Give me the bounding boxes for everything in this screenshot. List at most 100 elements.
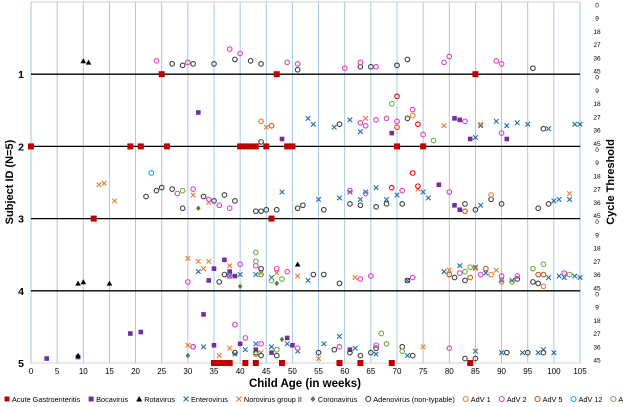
adv2-point	[185, 279, 191, 285]
ag-marker	[242, 360, 249, 366]
noro-point	[263, 124, 269, 130]
boca-point	[347, 347, 353, 353]
entero-point	[347, 189, 353, 195]
adv2-point	[347, 187, 353, 194]
adv2-point	[294, 60, 301, 67]
x-tick-label: 80	[445, 367, 454, 376]
adv31-point	[252, 258, 259, 265]
boca-legend-marker	[88, 396, 94, 402]
adv_nt-point	[336, 280, 343, 287]
ag-marker	[273, 71, 280, 78]
adv_nt-point	[472, 206, 479, 213]
adv_nt-point	[190, 60, 196, 67]
x-tick-label: 35	[210, 367, 219, 376]
adv5-point	[483, 265, 489, 272]
ct-tick-label: 45	[593, 141, 601, 148]
entero-point	[457, 263, 463, 269]
entero-point	[232, 351, 238, 357]
adv5-point	[394, 124, 400, 131]
adv_nt-point	[383, 200, 390, 207]
entero-point	[477, 123, 484, 129]
adv_nt-point	[258, 352, 264, 359]
adv2-point	[394, 118, 400, 125]
adv31-point	[430, 137, 437, 144]
ag-marker	[242, 143, 249, 150]
adv_nt-point	[368, 63, 374, 70]
boca-point	[467, 136, 473, 142]
adv31-point	[509, 279, 515, 285]
ct-tick-label: 18	[593, 173, 601, 180]
noro-point	[200, 265, 207, 272]
x-tick-label: 10	[79, 367, 88, 376]
ag-marker	[336, 360, 343, 366]
adv_nt-point	[273, 206, 280, 213]
adv_nt-point	[258, 208, 264, 215]
entero-point	[336, 333, 343, 340]
adv_nt-point	[263, 206, 270, 213]
ct-tick-label: 9	[595, 16, 599, 23]
ct-tick-label: 0	[595, 291, 599, 298]
noro-point	[185, 342, 191, 348]
entero-point	[504, 123, 510, 129]
boca-point	[227, 269, 232, 274]
adv_nt-point	[179, 205, 186, 212]
adv_nt-point	[315, 349, 322, 356]
x-tick-label: 45	[262, 367, 271, 376]
boca-point	[237, 341, 243, 347]
x-axis-label: Child Age (in weeks)	[249, 378, 361, 390]
adv2-point	[373, 117, 379, 123]
noro-point	[420, 344, 426, 350]
legend-label: AdV 2	[507, 395, 527, 404]
ct-tick-label: 45	[593, 285, 601, 292]
noro-point	[258, 270, 264, 276]
adv2-point	[294, 345, 301, 352]
noro-point	[315, 355, 322, 362]
ct-tick-label: 9	[595, 160, 599, 167]
ag-marker	[388, 360, 395, 366]
ag-marker	[90, 215, 97, 222]
legend: Acute Gastroenteritis Bocavirus Rotavirus E…	[4, 395, 623, 404]
boca-point	[211, 266, 217, 271]
entero-point	[373, 184, 379, 191]
entero-point	[242, 347, 249, 353]
corona-point	[237, 283, 243, 290]
boca-point	[290, 342, 295, 348]
boca-point	[457, 207, 463, 213]
subject-tick-labels: 1 2 3 4 5	[18, 69, 24, 370]
entero-point	[357, 196, 364, 203]
entero-point	[472, 264, 479, 270]
ag-marker	[420, 143, 427, 150]
ct-tick-labels: 0918273645091827364509182736450918273645…	[593, 3, 601, 365]
adv2-point	[409, 106, 416, 113]
boca-point	[206, 278, 212, 283]
adv_nt-point	[211, 60, 217, 67]
ct-tick-label: 36	[593, 55, 601, 62]
adv31-point	[279, 276, 285, 282]
legend-label: Enterovirus	[191, 395, 228, 404]
adv_nt-point	[357, 352, 364, 359]
adv41-point	[409, 170, 416, 176]
ag-marker	[127, 143, 134, 150]
adv_nt-point	[404, 115, 411, 122]
adv_nt-point	[394, 62, 400, 69]
noro-point	[294, 273, 301, 279]
adv2-point	[498, 130, 505, 136]
adv1-point	[488, 192, 494, 198]
adv2-point	[242, 335, 249, 341]
rota-point	[80, 58, 87, 64]
x-tick-label: 20	[131, 367, 140, 376]
adv31-point	[399, 348, 406, 355]
adv_nt-point	[143, 193, 149, 200]
adv_nt-point	[545, 200, 552, 207]
x-tick-label: 100	[547, 367, 561, 376]
legend-label: Coronavirus	[318, 395, 358, 404]
plot-area	[30, 1, 581, 364]
noro-point	[566, 190, 573, 197]
boca-point	[284, 335, 290, 341]
entero-point	[357, 128, 364, 135]
adv12-point	[148, 170, 155, 176]
adv31-point	[467, 264, 474, 271]
adv5-point	[446, 271, 453, 278]
ag-marker	[252, 143, 259, 150]
entero-point	[362, 189, 369, 195]
